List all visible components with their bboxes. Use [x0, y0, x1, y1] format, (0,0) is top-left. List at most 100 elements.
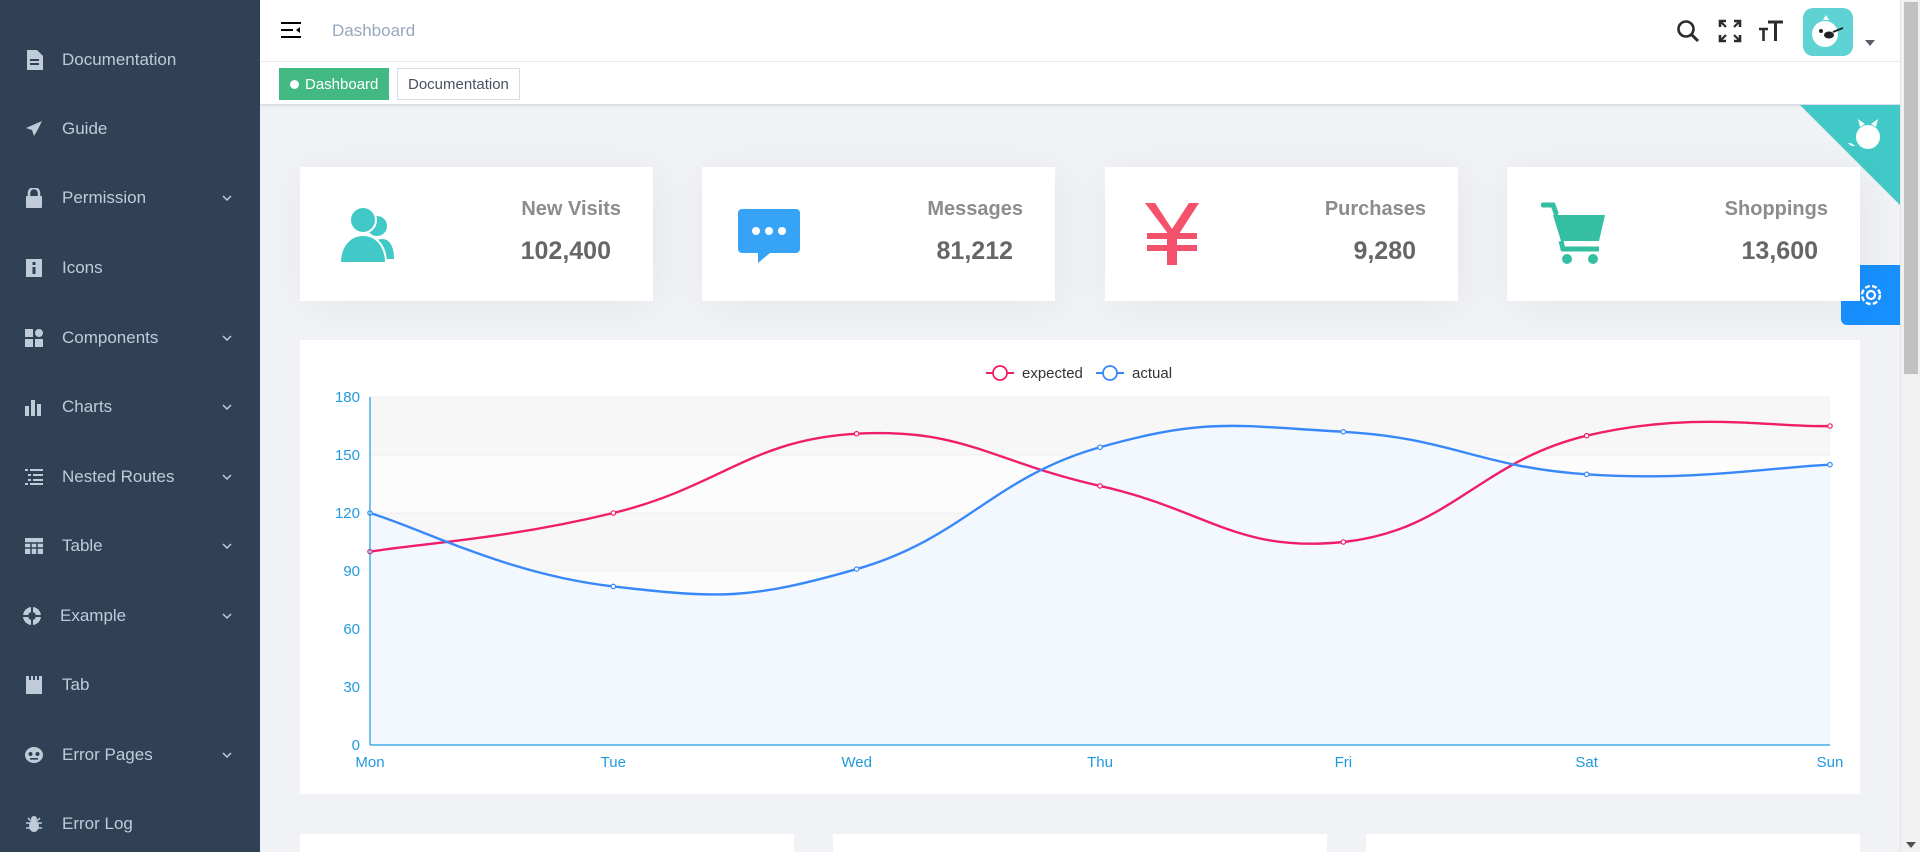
y-tick-label: 60 — [343, 621, 360, 638]
sidebar-item-label: Guide — [62, 119, 108, 138]
y-tick-label: 30 — [343, 679, 360, 696]
sidebar-item-guide[interactable]: Guide — [0, 101, 260, 157]
peoples-icon — [334, 201, 400, 267]
data-point-actual — [1097, 444, 1103, 451]
sidebar-item-label: Error Log — [62, 814, 133, 833]
data-point-expected — [1827, 423, 1833, 429]
legend-label: actual — [1132, 365, 1172, 382]
y-tick-label: 180 — [335, 389, 360, 406]
navbar: Dashboard — [260, 0, 1900, 62]
x-tick-label: Mon — [355, 754, 384, 771]
chevron-down-icon — [222, 752, 232, 759]
chart-icon — [24, 397, 44, 417]
sidebar-item-label: Table — [62, 536, 103, 555]
sidebar-item-label: Documentation — [62, 50, 177, 69]
y-tick-label: 120 — [335, 505, 360, 522]
sidebar-item-table[interactable]: Table — [0, 518, 260, 574]
sidebar-item-label: Example — [60, 606, 127, 625]
active-dot-icon — [290, 79, 299, 89]
sidebar-item-documentation[interactable]: Documentation — [0, 32, 260, 88]
component-icon — [24, 328, 44, 348]
message-icon — [736, 201, 802, 267]
bottom-chart-panel — [1366, 834, 1860, 852]
sidebar-item-label: Error Pages — [62, 745, 153, 764]
panel-title: Messages — [927, 198, 1023, 220]
sidebar-item-permission[interactable]: Permission — [0, 170, 260, 226]
chevron-down-icon — [222, 335, 232, 342]
panel-value: 13,600 — [1741, 237, 1818, 265]
chevron-down-icon — [222, 195, 232, 202]
sidebar-item-label: Icons — [62, 258, 103, 277]
tags-view: Dashboard Documentation — [260, 62, 1900, 105]
sidebar-item-label: Components — [62, 328, 159, 347]
y-tick-label: 90 — [343, 563, 360, 580]
panel-shoppings[interactable]: Shoppings 13,600 — [1507, 167, 1860, 301]
icon-icon — [24, 258, 44, 278]
nested-icon — [24, 467, 44, 487]
breadcrumb: Dashboard — [332, 21, 416, 40]
chevron-down-icon — [222, 474, 232, 481]
sidebar-item-label: Permission — [62, 188, 147, 207]
tag-dashboard[interactable]: Dashboard — [279, 68, 390, 100]
panel-value: 81,212 — [936, 237, 1013, 265]
tab-icon — [24, 675, 44, 695]
caret-down-icon[interactable] — [1865, 40, 1875, 46]
scrollbar[interactable] — [1900, 0, 1920, 852]
hamburger-icon[interactable] — [280, 19, 302, 41]
sidebar-item-label: Charts — [62, 397, 113, 416]
sidebar-item-example[interactable]: Example — [0, 588, 260, 644]
example-icon — [22, 606, 42, 626]
tag-documentation[interactable]: Documentation — [397, 68, 520, 100]
x-tick-label: Sat — [1575, 754, 1598, 771]
x-tick-label: Fri — [1335, 754, 1353, 771]
panel-title: Purchases — [1324, 198, 1426, 220]
legend-label: expected — [1022, 365, 1083, 382]
legend-marker — [1102, 365, 1118, 381]
panel-title: Shoppings — [1724, 198, 1828, 220]
money-icon — [1139, 201, 1205, 267]
sidebar-item-tab[interactable]: Tab — [0, 657, 260, 713]
sidebar-item-charts[interactable]: Charts — [0, 379, 260, 435]
sidebar-item-error-log[interactable]: Error Log — [0, 796, 260, 852]
sidebar-item-error-pages[interactable]: Error Pages — [0, 727, 260, 783]
x-tick-label: Thu — [1087, 754, 1113, 771]
data-point-expected — [1340, 539, 1347, 545]
search-icon[interactable] — [1675, 18, 1701, 44]
sidebar-item-icons[interactable]: Icons — [0, 240, 260, 296]
panel-value: 9,280 — [1353, 237, 1416, 265]
bug-icon — [24, 814, 44, 834]
panel-messages[interactable]: Messages 81,212 — [702, 167, 1055, 301]
guide-icon — [24, 119, 44, 139]
avatar[interactable] — [1803, 8, 1853, 56]
sidebar-item-components[interactable]: Components — [0, 310, 260, 366]
404-icon — [24, 745, 44, 765]
sidebar-item-label: Nested Routes — [62, 467, 175, 486]
fullscreen-icon[interactable] — [1717, 18, 1743, 44]
data-point-expected — [1583, 432, 1590, 439]
shopping-cart-icon — [1540, 201, 1607, 267]
chevron-down-icon — [222, 613, 232, 620]
y-tick-label: 150 — [335, 447, 360, 464]
y-tick-label: 0 — [352, 737, 360, 754]
x-tick-label: Tue — [601, 754, 626, 771]
panel-title: New Visits — [521, 198, 621, 220]
github-corner[interactable] — [1800, 105, 1900, 205]
data-point-expected — [610, 510, 617, 516]
scroll-down-arrow-icon[interactable] — [1906, 842, 1916, 848]
legend-marker — [992, 365, 1008, 381]
sidebar-item-nested-routes[interactable]: Nested Routes — [0, 449, 260, 505]
data-point-actual — [1583, 471, 1590, 478]
chevron-down-icon — [222, 404, 232, 411]
bottom-chart-panel — [833, 834, 1327, 852]
panel-new-visits[interactable]: New Visits 102,400 — [300, 167, 653, 301]
documentation-icon — [24, 50, 44, 70]
chevron-down-icon — [222, 543, 232, 550]
panel-purchases[interactable]: Purchases 9,280 — [1105, 167, 1458, 301]
line-chart-panel: 0 30 60 90 120 150 180 Mon Tue Wed Thu Fri Sat Sun exp… — [300, 340, 1860, 794]
font-size-icon[interactable] — [1758, 18, 1784, 44]
tag-label: Dashboard — [305, 75, 379, 93]
data-point-actual — [853, 566, 860, 572]
line-chart: 0 30 60 90 120 150 180 Mon Tue Wed Thu Fri Sat Sun exp… — [335, 365, 1843, 771]
data-point-expected — [1097, 483, 1103, 489]
scrollbar-thumb[interactable] — [1904, 2, 1918, 374]
